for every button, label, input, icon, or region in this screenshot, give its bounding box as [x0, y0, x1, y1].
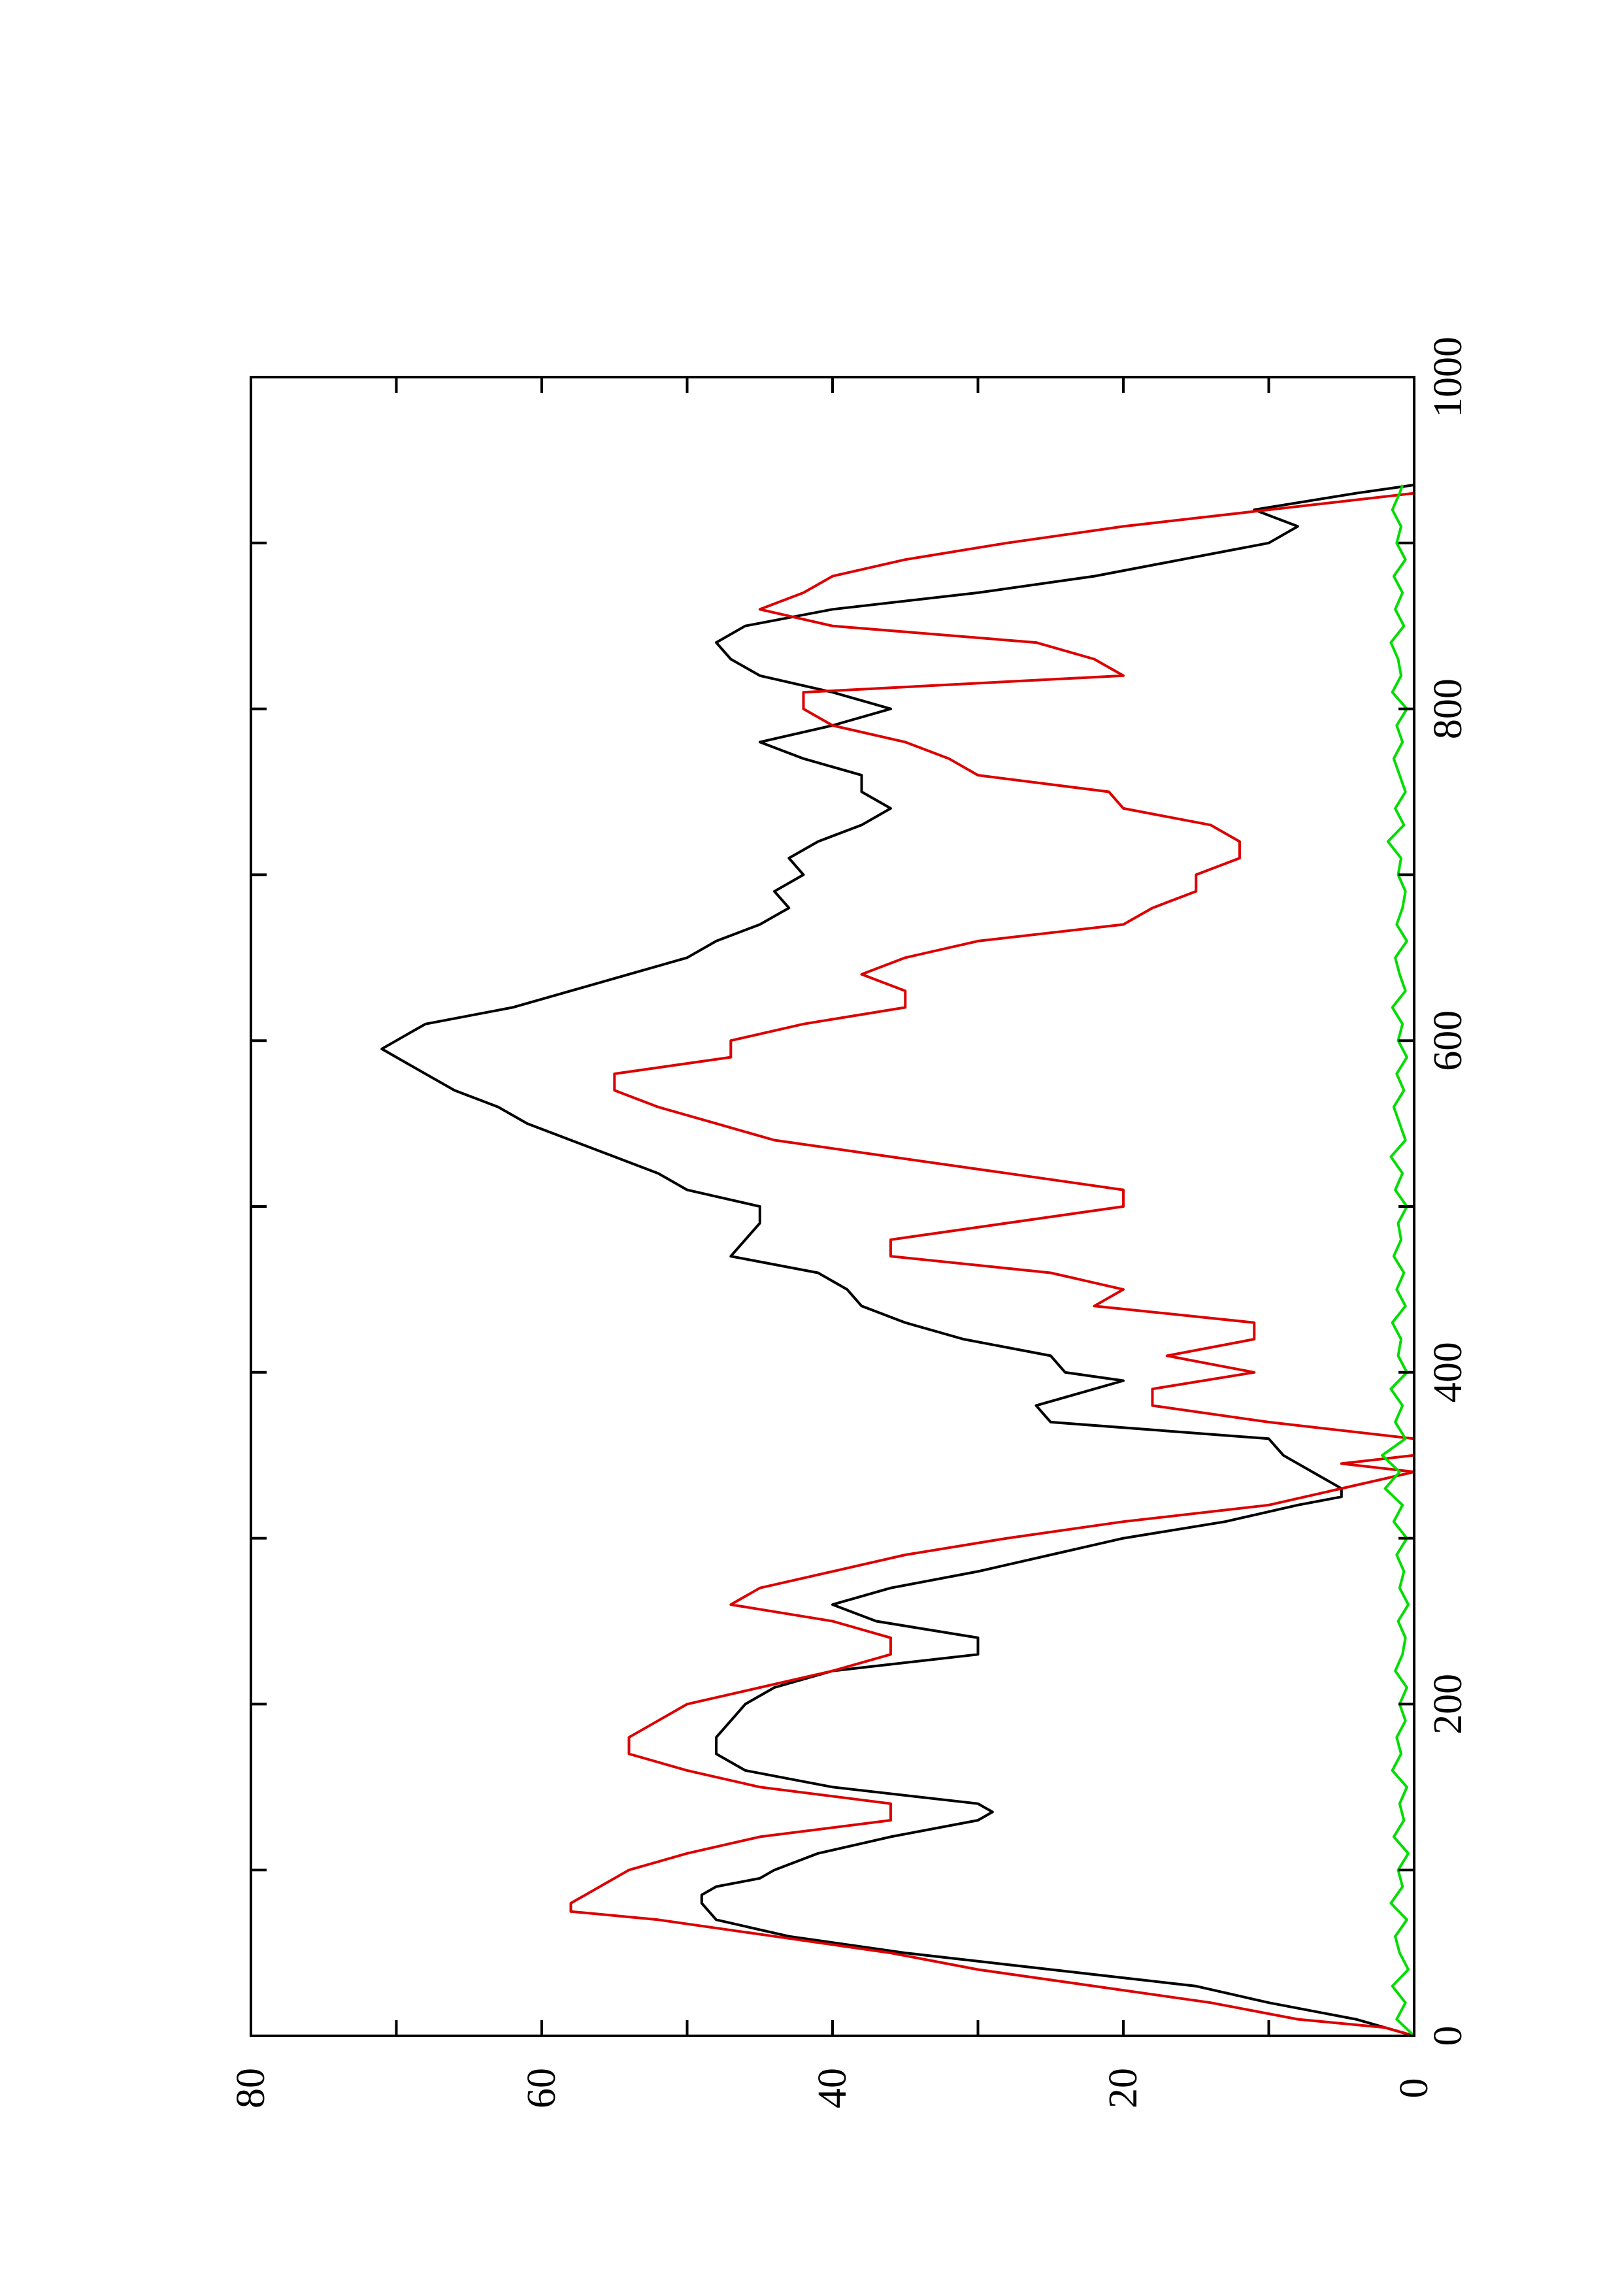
- x-tick-label: 400: [1426, 1342, 1470, 1403]
- x-tick-label: 0: [1426, 2026, 1470, 2046]
- x-tick-label: 1000: [1426, 337, 1470, 418]
- plot-layer: [380, 484, 1415, 2037]
- plot-frame: [250, 376, 1415, 2037]
- y-tick-label: 20: [1101, 2068, 1146, 2108]
- tick-layer: 0 200 400 600 800 1000 0 20 40 60 80: [229, 337, 1470, 2108]
- y-tick-label: 0: [1392, 2078, 1436, 2099]
- y-tick-label: 80: [229, 2068, 273, 2108]
- series-line-3: [1381, 484, 1415, 2037]
- x-tick-label: 800: [1426, 678, 1470, 739]
- y-tick-label: 60: [520, 2068, 564, 2108]
- y-tick-label: 40: [810, 2068, 855, 2108]
- x-tick-label: 600: [1426, 1010, 1470, 1071]
- series-line-1: [380, 484, 1415, 2037]
- x-tick-label: 200: [1426, 1674, 1470, 1735]
- series-line-2: [569, 491, 1415, 2037]
